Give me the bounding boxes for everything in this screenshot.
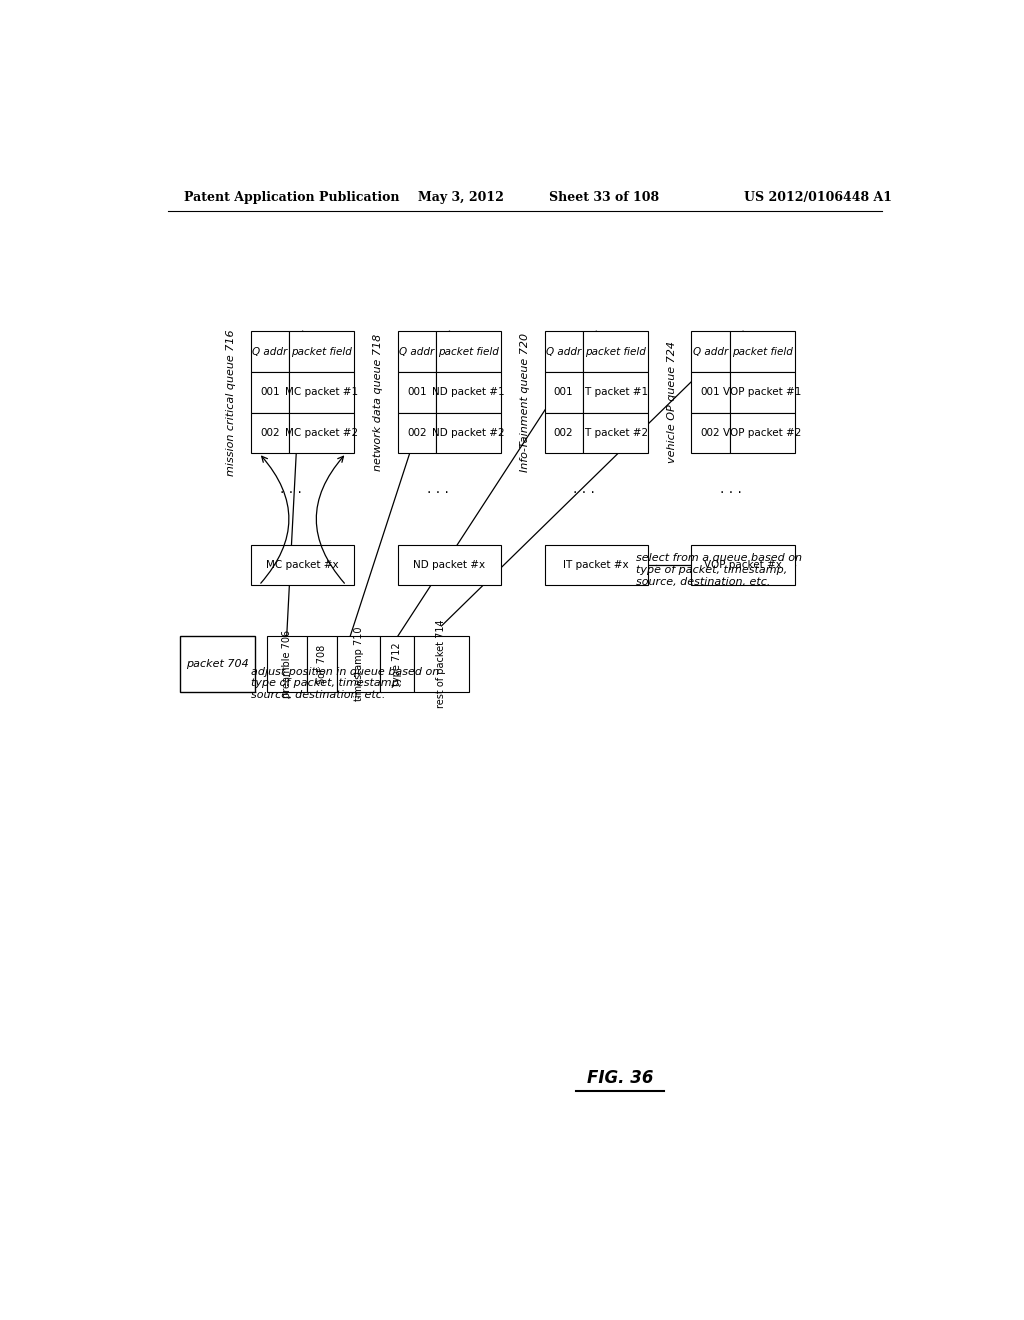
FancyBboxPatch shape	[436, 331, 501, 372]
Text: VOP packet #1: VOP packet #1	[723, 387, 801, 397]
Text: mission critical queue 716: mission critical queue 716	[226, 329, 237, 475]
Text: ND packet #x: ND packet #x	[414, 560, 485, 570]
FancyBboxPatch shape	[397, 545, 501, 585]
Text: SoF 708: SoF 708	[316, 644, 327, 684]
Text: packet field: packet field	[291, 347, 352, 356]
FancyBboxPatch shape	[691, 545, 795, 585]
FancyBboxPatch shape	[251, 412, 289, 453]
Text: US 2012/0106448 A1: US 2012/0106448 A1	[744, 190, 893, 203]
Text: VOP packet #2: VOP packet #2	[723, 428, 801, 438]
Text: IT packet #1: IT packet #1	[583, 387, 648, 397]
Text: IT packet #x: IT packet #x	[563, 560, 629, 570]
Text: IT packet #2: IT packet #2	[583, 428, 648, 438]
FancyBboxPatch shape	[251, 545, 354, 585]
Text: Q addr: Q addr	[693, 347, 728, 356]
FancyBboxPatch shape	[267, 636, 306, 692]
FancyBboxPatch shape	[397, 331, 436, 372]
Text: 001: 001	[408, 387, 427, 397]
FancyBboxPatch shape	[289, 372, 354, 413]
Text: type 712: type 712	[392, 643, 402, 686]
Text: preamble 706: preamble 706	[282, 630, 292, 698]
FancyBboxPatch shape	[691, 372, 729, 413]
Text: 002: 002	[260, 428, 280, 438]
FancyBboxPatch shape	[397, 412, 436, 453]
FancyBboxPatch shape	[583, 331, 648, 372]
FancyBboxPatch shape	[545, 545, 648, 585]
Text: 002: 002	[700, 428, 720, 438]
Text: packet field: packet field	[732, 347, 793, 356]
FancyBboxPatch shape	[289, 331, 354, 372]
FancyBboxPatch shape	[397, 372, 436, 413]
Text: 002: 002	[408, 428, 427, 438]
Text: ND packet #1: ND packet #1	[432, 387, 505, 397]
FancyBboxPatch shape	[729, 412, 795, 453]
FancyBboxPatch shape	[251, 331, 289, 372]
Text: Sheet 33 of 108: Sheet 33 of 108	[549, 190, 659, 203]
Text: adjust position in queue based on
type of packet, timestamp,
source, destination: adjust position in queue based on type o…	[251, 667, 439, 700]
FancyBboxPatch shape	[337, 636, 380, 692]
Text: 002: 002	[554, 428, 573, 438]
FancyBboxPatch shape	[583, 412, 648, 453]
Text: MC packet #1: MC packet #1	[285, 387, 358, 397]
Text: 001: 001	[260, 387, 280, 397]
Text: timestamp 710: timestamp 710	[353, 627, 364, 701]
FancyBboxPatch shape	[179, 636, 255, 692]
FancyBboxPatch shape	[691, 412, 729, 453]
FancyBboxPatch shape	[729, 372, 795, 413]
Text: MC packet #x: MC packet #x	[266, 560, 339, 570]
FancyBboxPatch shape	[691, 331, 729, 372]
Text: ND packet #2: ND packet #2	[432, 428, 505, 438]
Text: network data queue 718: network data queue 718	[373, 334, 383, 471]
FancyBboxPatch shape	[289, 412, 354, 453]
Text: FIG. 36: FIG. 36	[587, 1069, 653, 1088]
Text: select from a queue based on
type of packet, timestamp,
source, destination, etc: select from a queue based on type of pac…	[636, 553, 802, 586]
Text: packet 704: packet 704	[186, 659, 249, 669]
FancyBboxPatch shape	[545, 331, 583, 372]
Text: Info-Tainment queue 720: Info-Tainment queue 720	[520, 333, 529, 471]
FancyBboxPatch shape	[583, 372, 648, 413]
Text: VOP packet #x: VOP packet #x	[705, 560, 782, 570]
FancyBboxPatch shape	[545, 372, 583, 413]
FancyBboxPatch shape	[729, 331, 795, 372]
Text: MC packet #2: MC packet #2	[285, 428, 358, 438]
Text: 001: 001	[554, 387, 573, 397]
Text: . . .: . . .	[427, 482, 449, 496]
Text: packet field: packet field	[585, 347, 646, 356]
FancyBboxPatch shape	[306, 636, 337, 692]
Text: . . .: . . .	[280, 482, 302, 496]
Text: . . .: . . .	[720, 482, 742, 496]
Text: Q addr: Q addr	[546, 347, 582, 356]
FancyBboxPatch shape	[436, 412, 501, 453]
FancyBboxPatch shape	[380, 636, 414, 692]
FancyBboxPatch shape	[414, 636, 469, 692]
Text: rest of packet 714: rest of packet 714	[436, 620, 446, 709]
Text: vehicle OP queue 724: vehicle OP queue 724	[667, 342, 677, 463]
FancyBboxPatch shape	[436, 372, 501, 413]
Text: 001: 001	[700, 387, 720, 397]
FancyBboxPatch shape	[251, 372, 289, 413]
Text: Q addr: Q addr	[253, 347, 288, 356]
Text: May 3, 2012: May 3, 2012	[419, 190, 504, 203]
Text: . . .: . . .	[573, 482, 595, 496]
Text: Q addr: Q addr	[399, 347, 434, 356]
Text: Patent Application Publication: Patent Application Publication	[183, 190, 399, 203]
FancyBboxPatch shape	[545, 412, 583, 453]
Text: packet field: packet field	[438, 347, 499, 356]
